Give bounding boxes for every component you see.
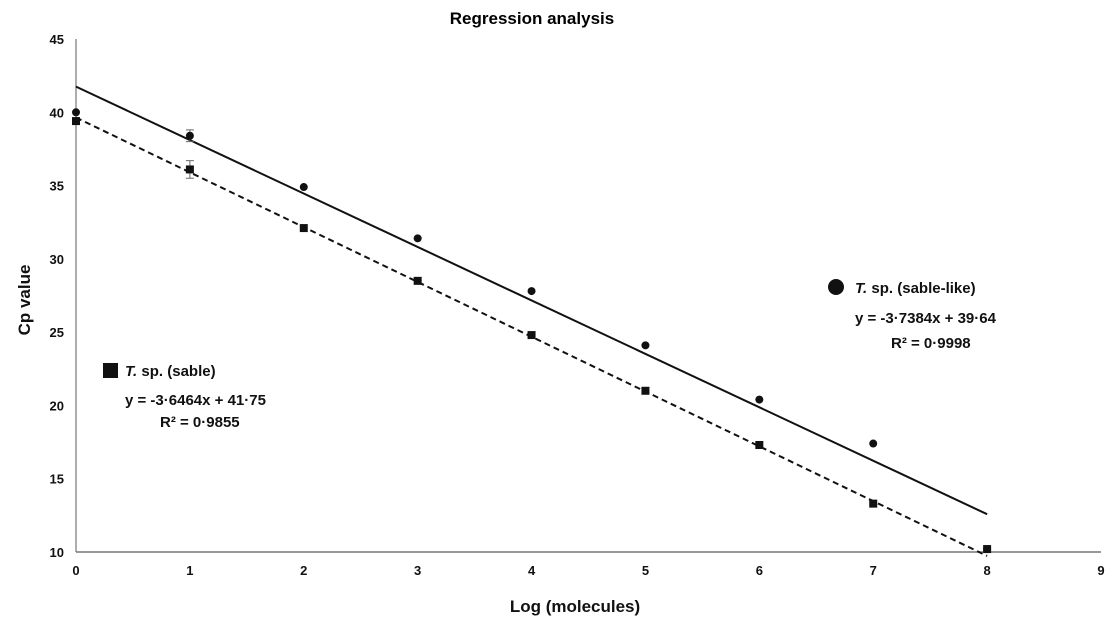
- legend-label-rest: sp. (sable): [137, 363, 215, 380]
- data-point-sable: [72, 117, 80, 126]
- y-tick-label: 20: [50, 398, 64, 413]
- legend-label-rest: sp. (sable-like): [867, 280, 975, 297]
- equation-sable: y = -3·6464x + 41·75: [125, 392, 266, 409]
- legend-label-sable: T. sp. (sable): [125, 363, 216, 380]
- x-tick-label: 7: [870, 563, 877, 578]
- data-point-sable-like: [185, 131, 194, 140]
- annotation-sable: T. sp. (sable) y = -3·6464x + 41·75 R² =…: [103, 363, 266, 431]
- data-point-sable-like: [869, 439, 878, 448]
- equation-sable-like: y = -3·7384x + 39·64: [855, 310, 997, 327]
- data-point-sable: [185, 165, 194, 174]
- data-point-sable: [299, 224, 308, 233]
- chart-title: Regression analysis: [450, 9, 614, 28]
- x-axis-label: Log (molecules): [510, 597, 640, 616]
- y-tick-label: 35: [50, 179, 64, 194]
- r2-sable: R² = 0·9855: [160, 414, 240, 431]
- data-point-sable: [983, 545, 992, 554]
- legend-marker-circle: [828, 279, 844, 295]
- data-points: [72, 108, 992, 554]
- legend-label-sable-like: T. sp. (sable-like): [855, 280, 976, 297]
- y-tick-label: 40: [50, 105, 64, 120]
- x-tick-label: 5: [642, 563, 649, 578]
- x-tick-label: 3: [414, 563, 421, 578]
- x-tick-label: 1: [186, 563, 193, 578]
- y-tick-label: 15: [50, 472, 64, 487]
- data-point-sable-like: [72, 108, 80, 117]
- data-point-sable-like: [755, 395, 764, 404]
- legend-label-italic: T.: [855, 280, 867, 297]
- x-tick-label: 4: [528, 563, 536, 578]
- annotation-sable-like: T. sp. (sable-like) y = -3·7384x + 39·64…: [828, 279, 997, 352]
- x-tick-label: 9: [1097, 563, 1104, 578]
- data-point-sable-like: [413, 234, 422, 243]
- legend-label-italic: T.: [125, 363, 137, 380]
- x-tick-label: 8: [983, 563, 990, 578]
- data-point-sable-like: [527, 287, 536, 296]
- data-point-sable: [755, 441, 764, 450]
- data-point-sable: [413, 276, 422, 285]
- data-point-sable-like: [299, 183, 308, 192]
- data-point-sable: [869, 499, 878, 508]
- y-axis-label: Cp value: [15, 265, 34, 336]
- data-point-sable: [527, 331, 536, 340]
- data-point-sable: [641, 386, 650, 395]
- y-tick-label: 25: [50, 325, 64, 340]
- x-tick-label: 0: [72, 563, 79, 578]
- trendline-sable-like: [75, 85, 988, 516]
- data-point-sable-like: [641, 341, 650, 350]
- trendlines: [75, 85, 988, 557]
- y-tick-label: 10: [50, 545, 64, 560]
- legend-marker-square: [103, 363, 118, 378]
- x-tick-label: 2: [300, 563, 307, 578]
- y-tick-label: 45: [50, 32, 64, 47]
- y-tick-label: 30: [50, 252, 64, 267]
- r2-sable-like: R² = 0·9998: [891, 335, 971, 352]
- x-tick-label: 6: [756, 563, 763, 578]
